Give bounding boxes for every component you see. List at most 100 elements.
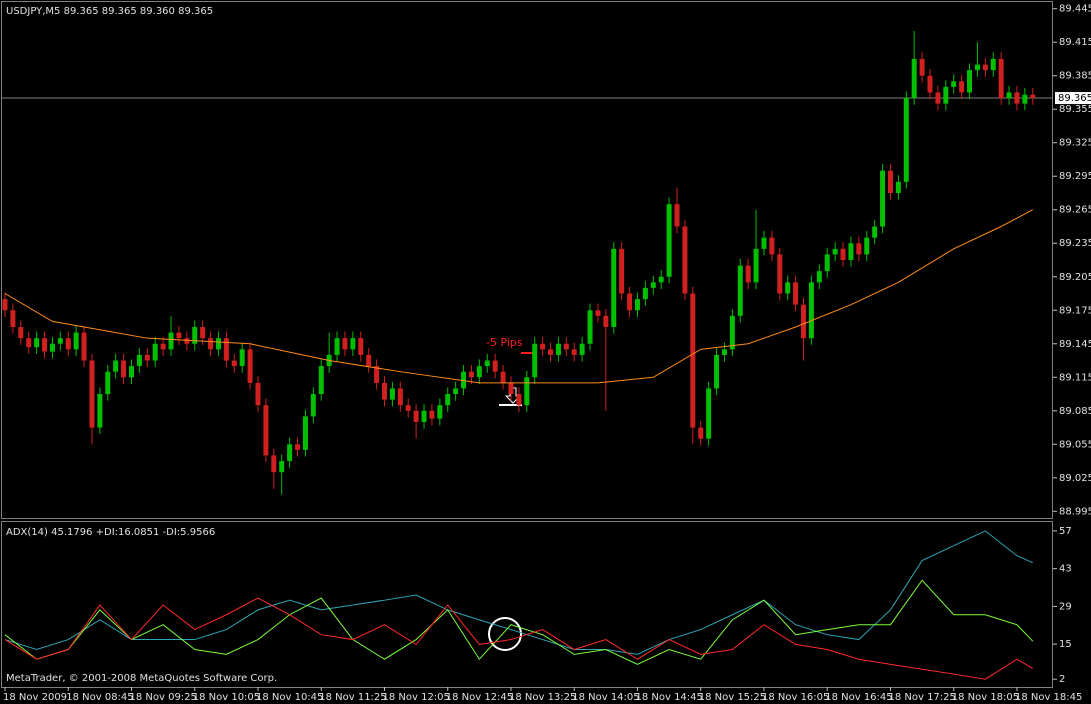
candle-body xyxy=(872,226,878,238)
y-tick-label: 89.145 xyxy=(1059,339,1091,350)
candle-body xyxy=(413,410,419,422)
candle-body xyxy=(959,81,965,93)
candle-body xyxy=(468,371,474,378)
candle-body xyxy=(595,310,601,316)
candle-body xyxy=(81,332,87,361)
candle-body xyxy=(200,327,206,339)
x-tick-label: 18 Nov 09:25 xyxy=(129,692,196,703)
candle-body xyxy=(761,237,767,249)
candle-body xyxy=(2,299,8,311)
candle-body xyxy=(453,388,459,395)
candle-body xyxy=(121,360,127,378)
candle-body xyxy=(674,204,680,227)
x-tick-label: 18 Nov 08:45 xyxy=(66,692,133,703)
candle-body xyxy=(745,265,751,283)
candle-body xyxy=(405,405,411,411)
y-tick-label: 2 xyxy=(1059,674,1065,685)
candle-body xyxy=(864,237,870,255)
candle-body xyxy=(302,416,308,450)
x-tick-label: 18 Nov 14:45 xyxy=(635,692,702,703)
moving-average xyxy=(4,209,1034,384)
x-tick-label: 18 Nov 12:45 xyxy=(446,692,513,703)
candle-body xyxy=(706,388,712,439)
candle-body xyxy=(840,248,846,260)
candle-body xyxy=(856,243,862,255)
candle-body xyxy=(698,427,704,439)
candle-body xyxy=(555,343,561,355)
candle-body xyxy=(532,343,538,378)
chart-title: USDJPY,M5 89.365 89.365 89.360 89.365 xyxy=(6,6,213,17)
candle-body xyxy=(10,310,16,328)
candle-body xyxy=(880,170,886,227)
candle-body xyxy=(540,343,546,350)
candle-body xyxy=(777,254,783,294)
candle-body xyxy=(215,338,221,350)
x-tick-label: 18 Nov 14:05 xyxy=(572,692,639,703)
candle-body xyxy=(437,405,443,419)
y-tick-label: 89.205 xyxy=(1059,272,1091,283)
candle-body xyxy=(500,371,506,383)
candle-body xyxy=(769,237,775,255)
candle-body xyxy=(144,354,150,361)
candle-body xyxy=(911,58,917,99)
candle-body xyxy=(208,338,214,350)
y-tick-label: 57 xyxy=(1059,526,1072,537)
last-price-box xyxy=(1055,92,1091,105)
y-tick-label: 89.385 xyxy=(1059,71,1091,82)
candle-body xyxy=(295,444,301,450)
candle-body xyxy=(579,343,585,355)
candle-body xyxy=(634,299,640,311)
candle-body xyxy=(42,338,48,352)
y-tick-label: 43 xyxy=(1059,564,1072,575)
y-tick-label: 89.055 xyxy=(1059,439,1091,450)
candle-body xyxy=(461,371,467,389)
candle-body xyxy=(824,254,830,272)
candle-body xyxy=(990,58,996,71)
candle-body xyxy=(785,282,791,294)
candle-body xyxy=(508,382,514,395)
candle-body xyxy=(516,394,522,406)
candle-body xyxy=(105,371,111,395)
candle-body xyxy=(279,461,285,473)
candle-body xyxy=(967,70,973,93)
candle-body xyxy=(397,388,403,406)
y-tick-label: 89.415 xyxy=(1059,37,1091,48)
candle-body xyxy=(1006,92,1012,99)
candle-body xyxy=(89,360,95,428)
y-tick-label: 89.325 xyxy=(1059,138,1091,149)
trade-annotation: -5 Pips xyxy=(486,336,523,349)
x-tick-label: 18 Nov 17:25 xyxy=(888,692,955,703)
y-tick-label: 29 xyxy=(1059,601,1072,612)
x-tick-label: 18 Nov 12:05 xyxy=(382,692,449,703)
x-tick-label: 18 Nov 18:05 xyxy=(952,692,1019,703)
x-tick-label: 18 Nov 18:45 xyxy=(1015,692,1082,703)
x-tick-label: 18 Nov 16:05 xyxy=(762,692,829,703)
candle-body xyxy=(793,282,799,305)
watermark: MetaTrader, © 2001-2008 MetaQuotes Softw… xyxy=(6,673,277,684)
candle-body xyxy=(97,394,103,428)
candle-body xyxy=(808,282,814,339)
candle-body xyxy=(350,338,356,350)
candle-body xyxy=(34,338,40,348)
candle-body xyxy=(524,377,530,406)
candle-body xyxy=(1014,92,1020,104)
candle-body xyxy=(848,243,854,260)
candle-body xyxy=(548,349,554,355)
candle-body xyxy=(666,204,672,277)
highlight-circle xyxy=(488,617,522,651)
candle-body xyxy=(1030,94,1036,99)
candle-body xyxy=(429,410,435,419)
y-tick-label: 89.295 xyxy=(1059,171,1091,182)
candle-body xyxy=(927,75,933,93)
x-tick-label: 18 Nov 16:45 xyxy=(825,692,892,703)
x-tick-label: 18 Nov 10:05 xyxy=(193,692,260,703)
candle-body xyxy=(168,332,174,350)
candle-body xyxy=(714,354,720,389)
candle-body xyxy=(801,304,807,339)
last-price-label: 89.365 xyxy=(1058,93,1091,104)
y-tick-label: 89.235 xyxy=(1059,238,1091,249)
y-tick-label: 89.085 xyxy=(1059,406,1091,417)
candle-body xyxy=(753,248,759,283)
candle-body xyxy=(49,343,55,352)
